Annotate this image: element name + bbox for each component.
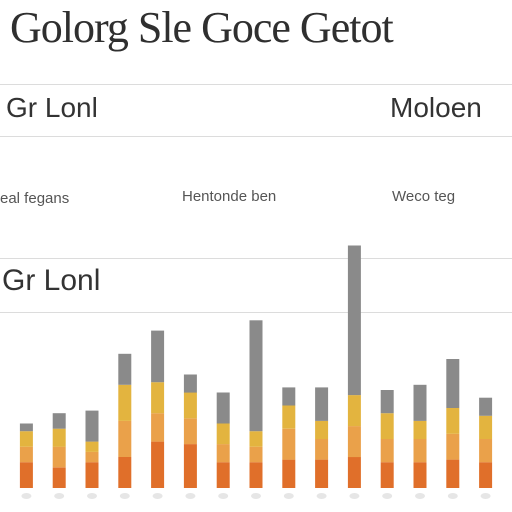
bar-segment-2-4 — [52, 413, 66, 429]
bar-segment-15-2 — [479, 439, 493, 463]
bar-segment-1-4 — [19, 423, 33, 432]
bar-segment-8-1 — [249, 462, 263, 488]
bar-segment-3-3 — [85, 441, 99, 452]
bar-base-shadow-14 — [447, 493, 458, 499]
bar-base-shadow-7 — [218, 493, 229, 499]
bar-segment-3-4 — [85, 410, 99, 442]
bar-segment-5-4 — [151, 330, 165, 383]
divider-3 — [0, 258, 512, 259]
panel-label-top-right: Moloen — [390, 92, 482, 123]
panel-label-bottom-left: Gr Lonl — [2, 264, 101, 297]
bar-segment-6-3 — [183, 392, 197, 419]
bar-segment-1-1 — [19, 462, 33, 488]
bar-segment-10-2 — [315, 439, 329, 460]
bar-segment-12-2 — [380, 439, 394, 463]
bar-segment-14-3 — [446, 408, 460, 434]
bar-segment-14-2 — [446, 433, 460, 460]
bar-segment-6-4 — [183, 374, 197, 393]
bar-segment-8-4 — [249, 320, 263, 432]
divider-1 — [0, 84, 512, 85]
bar-segment-10-3 — [315, 420, 329, 439]
bar-segment-5-3 — [151, 382, 165, 414]
panel-label-top-left: Gr Lonl — [6, 92, 98, 123]
bar-base-shadow-9 — [283, 493, 294, 499]
bar-segment-14-1 — [446, 459, 460, 488]
bar-base-shadow-4 — [119, 493, 130, 499]
bar-base-shadow-5 — [152, 493, 163, 499]
bar-segment-7-2 — [216, 444, 230, 463]
bar-segment-11-4 — [347, 245, 361, 396]
bar-segment-11-1 — [347, 457, 361, 488]
bar-segment-14-4 — [446, 359, 460, 408]
bar-segment-4-3 — [118, 384, 132, 421]
bar-base-shadow-12 — [382, 493, 393, 499]
bar-segment-10-1 — [315, 459, 329, 488]
bar-base-shadow-15 — [480, 493, 491, 499]
bar-segment-13-3 — [413, 420, 427, 439]
bar-segment-13-1 — [413, 462, 427, 488]
bar-segment-13-2 — [413, 439, 427, 463]
bar-segment-12-3 — [380, 413, 394, 439]
bar-segment-7-4 — [216, 392, 230, 424]
sub-label-2: Hentonde ben — [182, 188, 277, 205]
bar-segment-9-2 — [282, 428, 296, 460]
bar-segment-8-3 — [249, 431, 263, 447]
bar-base-shadow-11 — [349, 493, 360, 499]
sub-label-1: eal fegans — [0, 190, 70, 207]
bar-segment-10-4 — [315, 387, 329, 421]
bar-segment-2-1 — [52, 467, 66, 488]
bar-segment-4-2 — [118, 420, 132, 457]
bar-segment-8-2 — [249, 446, 263, 463]
bar-segment-7-3 — [216, 423, 230, 445]
sub-label-3: Weco teg — [392, 188, 456, 205]
bar-segment-11-2 — [347, 426, 361, 458]
bar-segment-15-4 — [479, 397, 493, 416]
bar-base-shadow-6 — [185, 493, 196, 499]
bar-segment-6-1 — [183, 444, 197, 488]
bar-segment-1-2 — [19, 446, 33, 463]
chart-title: Golorg Sle Goce Getot — [10, 3, 394, 52]
bar-segment-11-3 — [347, 395, 361, 427]
bar-base-shadow-8 — [251, 493, 261, 499]
divider-4 — [0, 312, 512, 313]
bar-segment-2-2 — [52, 446, 66, 468]
bar-segment-13-4 — [413, 384, 427, 421]
bar-segment-4-4 — [118, 353, 132, 385]
bar-segment-9-3 — [282, 405, 296, 429]
bar-segment-15-3 — [479, 415, 493, 439]
bar-segment-7-1 — [216, 462, 230, 488]
bar-segment-1-3 — [19, 431, 33, 447]
bar-segment-5-2 — [151, 413, 165, 442]
bar-segment-4-1 — [118, 457, 132, 488]
bar-segment-2-3 — [52, 428, 66, 447]
bar-segment-6-2 — [183, 418, 197, 445]
bar-base-shadow-13 — [415, 493, 425, 499]
bar-segment-9-4 — [282, 387, 296, 406]
bar-base-shadow-3 — [87, 493, 97, 499]
bar-segment-3-1 — [85, 462, 99, 488]
bar-segment-9-1 — [282, 459, 296, 488]
bar-segment-12-4 — [380, 390, 394, 414]
bar-base-shadow-2 — [54, 493, 65, 499]
bar-segment-3-2 — [85, 451, 99, 463]
divider-2 — [0, 136, 512, 137]
bar-segment-12-1 — [380, 462, 394, 488]
bar-base-shadow-10 — [316, 493, 327, 499]
bar-segment-15-1 — [479, 462, 493, 488]
bar-base-shadow-1 — [21, 493, 32, 499]
bar-segment-5-1 — [151, 441, 165, 488]
